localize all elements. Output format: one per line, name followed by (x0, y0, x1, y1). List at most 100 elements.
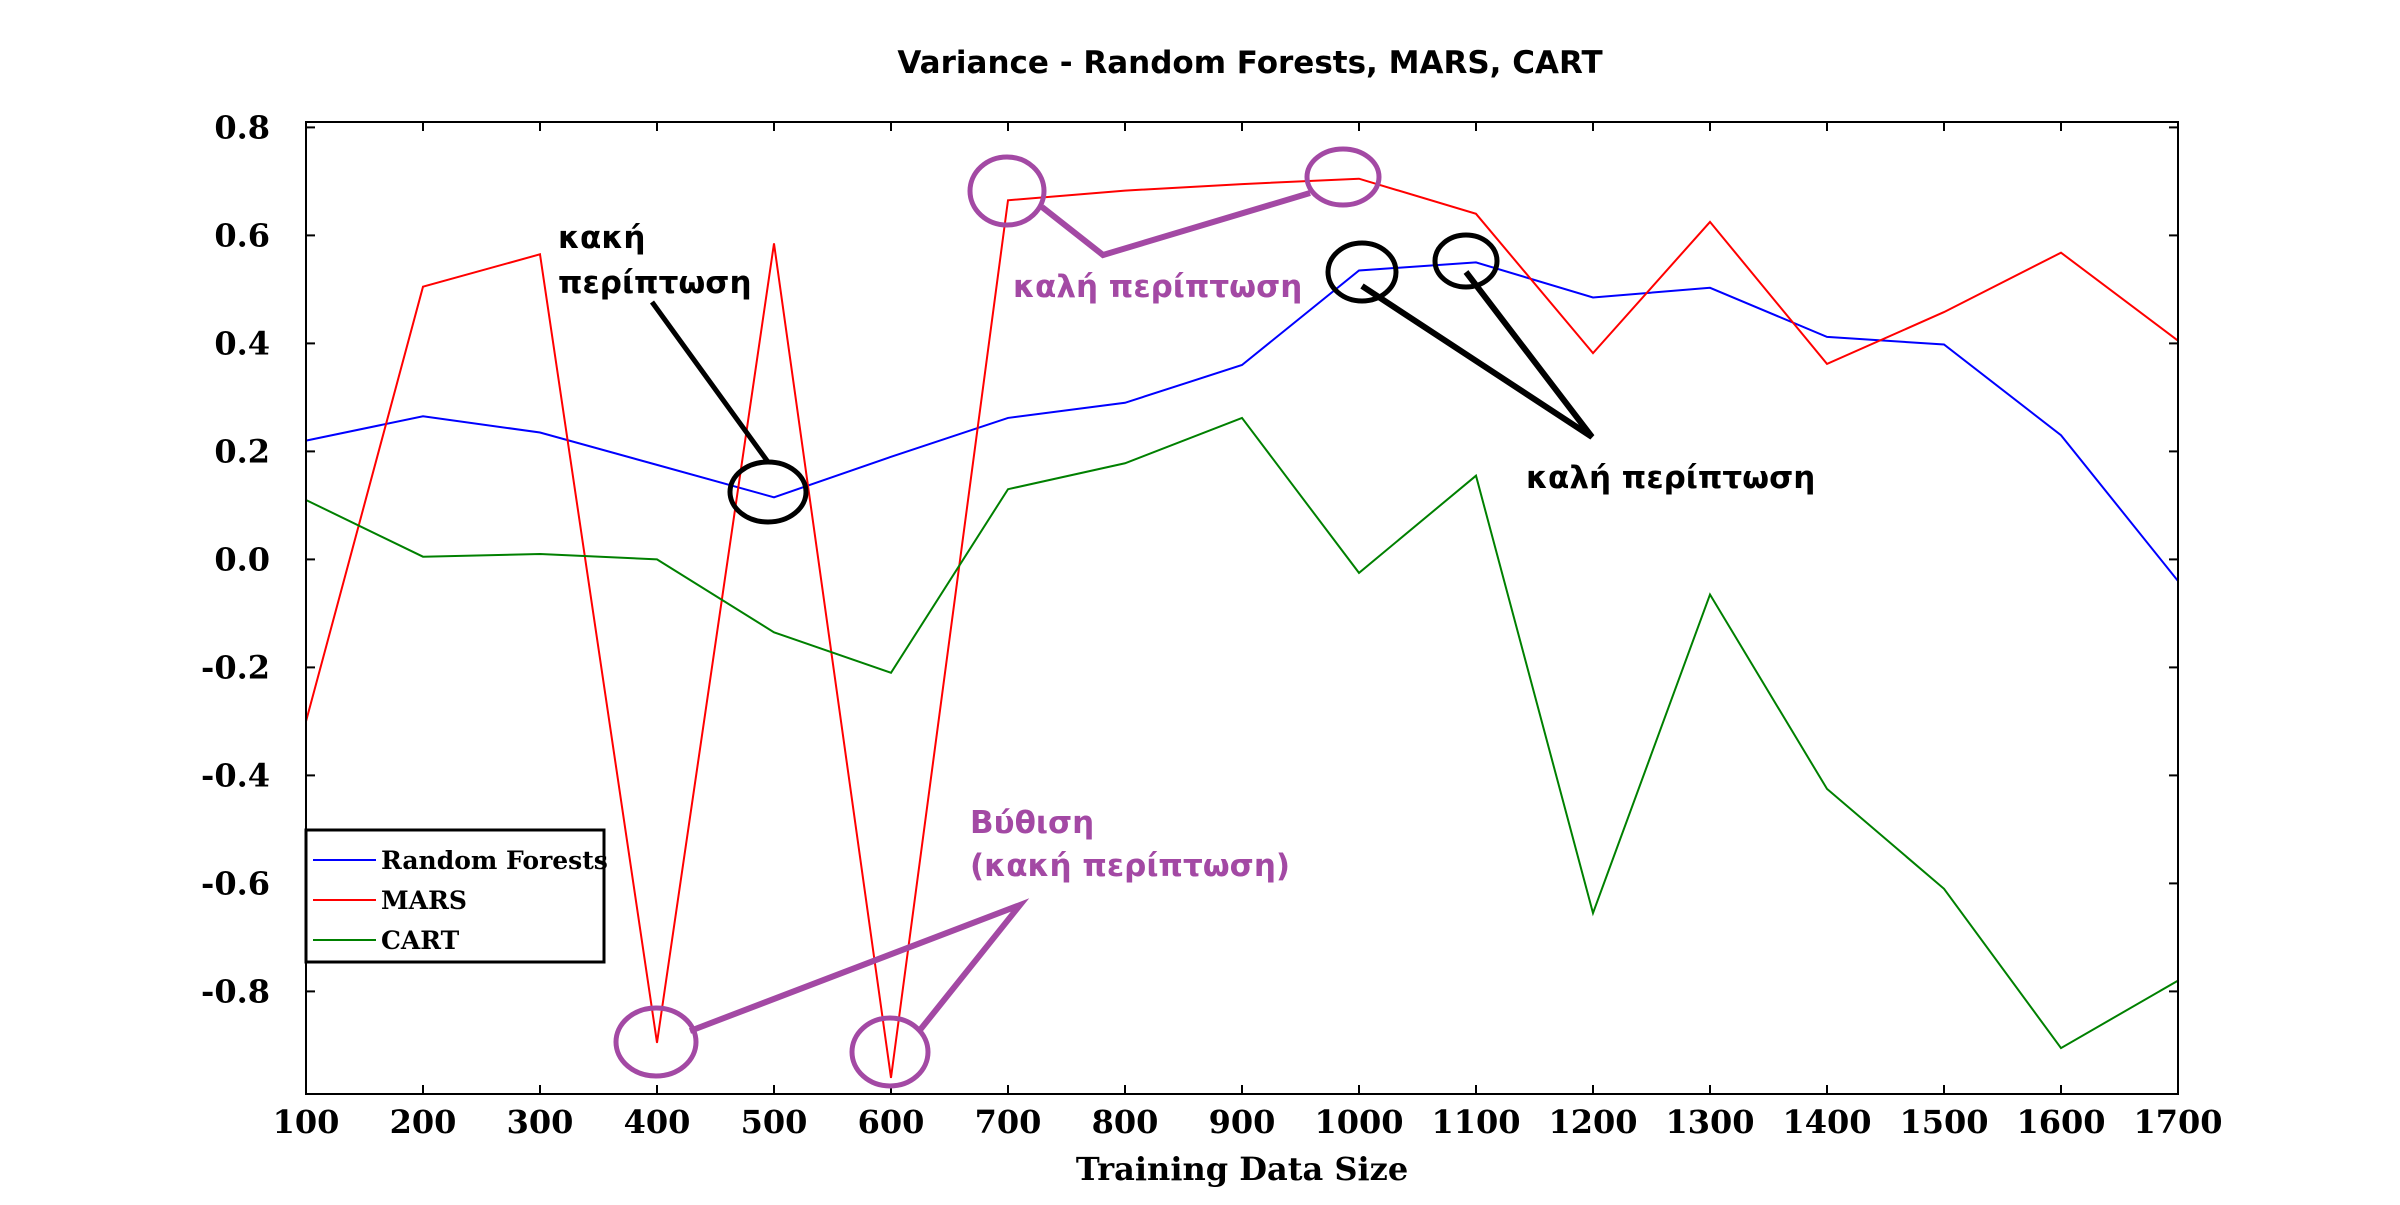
data-point-mars (1358, 178, 1360, 180)
data-point-cart (1475, 475, 1477, 477)
annotation-bad-case-top: κακή περίπτωση (558, 220, 752, 301)
good-case-circle-700 (967, 154, 1047, 228)
data-point-mars (1124, 190, 1126, 192)
series-line-random-forests (305, 261, 2179, 582)
y-tick-label: 0.2 (214, 432, 270, 470)
plot-area (305, 177, 2179, 1079)
y-tick-label: -0.8 (201, 972, 270, 1010)
data-point-cart (773, 631, 775, 633)
y-tick-label: 0.0 (214, 540, 270, 578)
data-point-cart (2060, 1047, 2062, 1049)
data-point-cart (1358, 572, 1360, 574)
legend: Random Forests MARS CART (304, 828, 608, 964)
data-point-mars (1007, 199, 1009, 201)
annotation-good-case-purple: καλή περίπτωση (1013, 269, 1302, 305)
data-point-random-forests (1241, 364, 1243, 366)
data-point-mars (1241, 183, 1243, 185)
good-case-circle-1000 (1304, 146, 1382, 208)
x-tick-label: 1700 (2133, 1103, 2222, 1141)
dip-arrow (688, 898, 1030, 1034)
annotation-good-case-black: καλή περίπτωση (1526, 460, 1815, 496)
data-point-random-forests (422, 415, 424, 417)
data-point-cart (539, 553, 541, 555)
data-point-cart (1709, 594, 1711, 595)
data-point-cart (890, 672, 892, 674)
data-point-cart (1826, 788, 1828, 790)
data-point-random-forests (539, 432, 541, 433)
data-point-random-forests (2060, 434, 2062, 436)
data-point-mars (773, 243, 775, 244)
data-point-random-forests (1709, 287, 1711, 289)
y-tick-label: 0.6 (214, 216, 270, 254)
dip-circle-400 (613, 1005, 699, 1079)
bad-case-arrow (649, 300, 771, 464)
data-point-mars (2060, 252, 2062, 254)
x-tick-label: 100 (273, 1103, 340, 1141)
y-tick-label: -0.2 (201, 648, 270, 686)
y-axis: 0.8 0.6 0.4 0.2 0.0 -0.2 -0.4 -0.6 -0.8 (201, 108, 2178, 1010)
annotation-line: περίπτωση (558, 265, 752, 301)
annotation-dip-bad-case: Βύθιση (κακή περίπτωση) (970, 805, 1290, 884)
data-point-cart (1943, 888, 1945, 890)
data-point-mars (1826, 363, 1828, 365)
data-point-random-forests (1592, 297, 1594, 298)
data-point-mars (539, 253, 541, 255)
x-tick-label: 500 (741, 1103, 808, 1141)
y-tick-label: -0.4 (201, 756, 270, 794)
data-point-random-forests (1358, 270, 1360, 271)
y-tick-label: 0.4 (214, 324, 270, 362)
annotation-line: Βύθιση (970, 805, 1094, 841)
bad-case-circle-500 (727, 459, 809, 525)
data-point-random-forests (773, 496, 775, 498)
y-tick-label: -0.6 (201, 864, 270, 902)
y-tick-label: 0.8 (214, 108, 270, 146)
annotation-line: (κακή περίπτωση) (970, 848, 1290, 884)
annotation-line: καλή περίπτωση (1013, 269, 1302, 305)
legend-label: MARS (381, 886, 467, 915)
x-tick-label: 400 (624, 1103, 691, 1141)
data-point-cart (1007, 488, 1009, 490)
data-point-mars (1943, 311, 1945, 313)
x-tick-label: 1400 (1782, 1103, 1871, 1141)
annotation-marks (613, 146, 1595, 1089)
x-axis: 100 200 300 400 500 600 700 800 900 1000 1100 1200 1… (273, 122, 2223, 1141)
data-point-cart (1241, 417, 1243, 419)
x-tick-label: 700 (975, 1103, 1042, 1141)
data-point-mars (1475, 213, 1477, 215)
x-tick-label: 900 (1209, 1103, 1276, 1141)
legend-label: Random Forests (381, 846, 608, 875)
legend-label: CART (381, 926, 460, 955)
x-tick-label: 300 (507, 1103, 574, 1141)
x-tick-label: 800 (1092, 1103, 1159, 1141)
good-case-circle-black-1100 (1432, 232, 1500, 290)
data-point-random-forests (656, 464, 658, 466)
x-tick-label: 600 (858, 1103, 925, 1141)
x-tick-label: 1300 (1665, 1103, 1754, 1141)
data-point-cart (422, 556, 424, 558)
data-point-cart (656, 558, 658, 560)
x-tick-label: 1500 (1899, 1103, 1988, 1141)
data-point-random-forests (1007, 417, 1009, 419)
x-tick-label: 200 (390, 1103, 457, 1141)
good-case-circle-black-1000 (1325, 240, 1399, 304)
dip-circle-600 (849, 1015, 931, 1089)
annotation-line: κακή (558, 220, 645, 256)
data-point-random-forests (1943, 343, 1945, 345)
good-case-black-arrow (1360, 270, 1595, 440)
data-point-random-forests (1475, 261, 1477, 263)
data-point-mars (1592, 352, 1594, 354)
data-point-mars (890, 1077, 892, 1079)
good-case-purple-arrow (1040, 190, 1311, 259)
chart-title: Variance - Random Forests, MARS, CART (897, 45, 1602, 81)
data-point-cart (1124, 462, 1126, 464)
annotation-line: καλή περίπτωση (1526, 460, 1815, 496)
data-point-random-forests (1826, 336, 1828, 338)
data-point-mars (422, 286, 424, 288)
x-tick-label: 1600 (2016, 1103, 2105, 1141)
data-point-mars (1709, 221, 1711, 223)
data-point-cart (1592, 912, 1594, 914)
x-tick-label: 1200 (1548, 1103, 1637, 1141)
x-axis-label: Training Data Size (1076, 1150, 1408, 1188)
x-tick-label: 1000 (1314, 1103, 1403, 1141)
